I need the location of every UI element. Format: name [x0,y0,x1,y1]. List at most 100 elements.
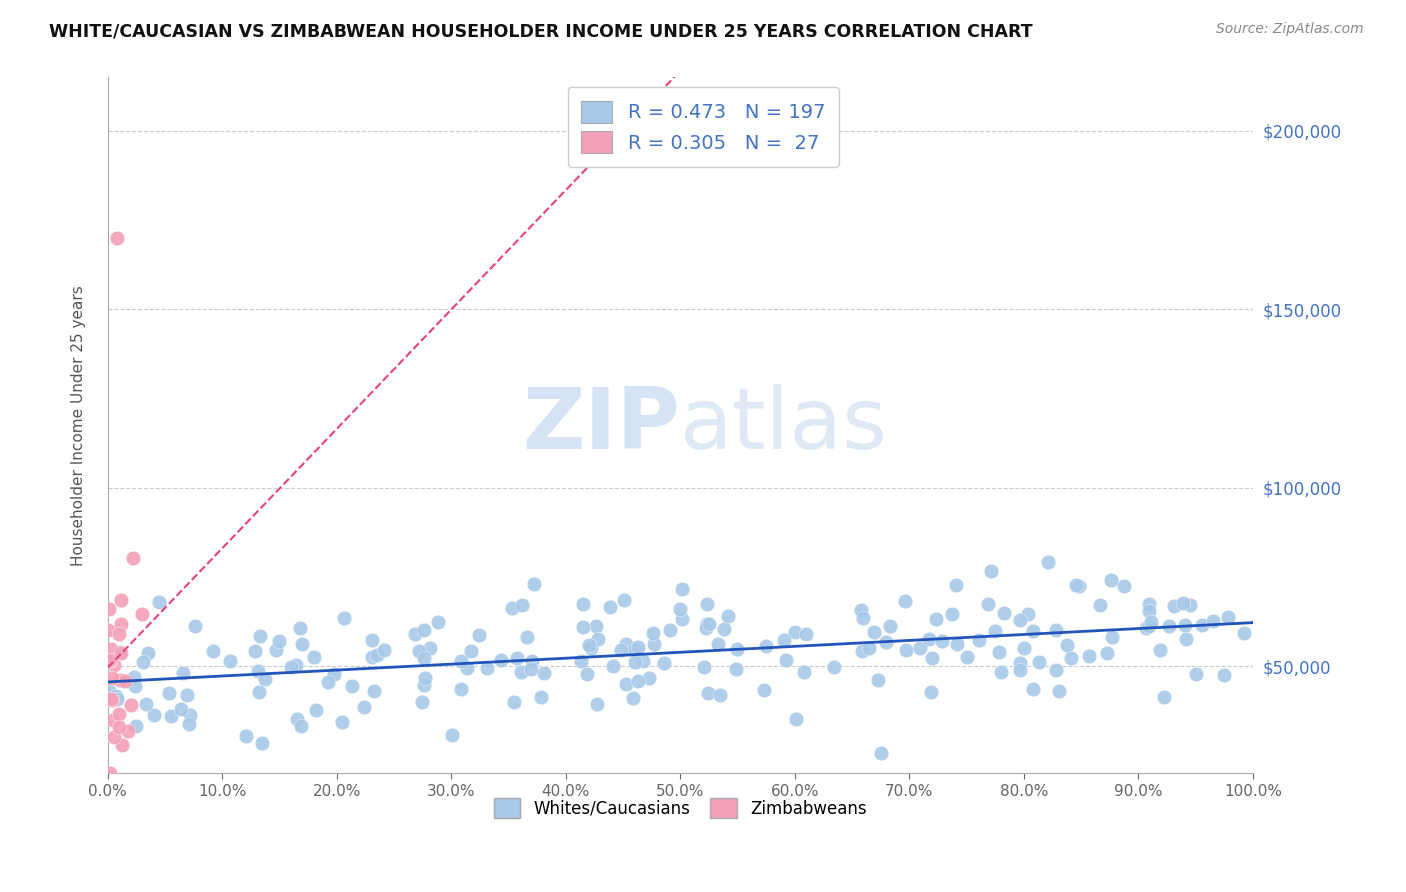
Point [931,633,953,648]
Point [987,645,1010,659]
Point [235,729,257,743]
Point [505,651,527,665]
Point [110,617,132,632]
Point [1088,598,1111,612]
Point [1202,614,1225,628]
Point [516,630,538,644]
Point [105,692,128,706]
Point [1078,648,1101,663]
Point [108,645,131,659]
Point [1175,632,1198,646]
Point [340,680,363,694]
Point [894,594,917,608]
Point [1010,663,1032,677]
Point [333,610,356,624]
Point [693,660,716,674]
Point [316,674,339,689]
Text: Source: ZipAtlas.com: Source: ZipAtlas.com [1216,22,1364,37]
Point [775,653,797,667]
Point [984,624,1007,638]
Point [280,660,302,674]
Point [993,607,1015,621]
Point [520,662,543,676]
Point [658,624,681,638]
Point [695,621,717,635]
Point [920,685,942,699]
Point [977,597,1000,611]
Point [440,728,463,742]
Point [366,648,388,662]
Point [1173,596,1195,610]
Point [103,713,125,727]
Point [510,598,533,612]
Point [724,662,747,676]
Point [460,643,482,657]
Point [131,656,153,670]
Point [925,612,948,626]
Point [243,644,266,658]
Point [879,619,901,633]
Point [869,746,891,760]
Point [100,653,122,667]
Point [98,654,121,668]
Point [1157,619,1180,633]
Point [858,640,880,655]
Point [533,666,555,681]
Point [641,625,664,640]
Point [172,666,194,681]
Point [249,629,271,643]
Point [219,654,242,668]
Point [523,576,546,591]
Point [264,642,287,657]
Point [1099,573,1122,587]
Point [110,738,132,752]
Point [1233,626,1256,640]
Point [419,640,441,655]
Point [669,602,692,616]
Point [1139,597,1161,611]
Point [921,651,943,665]
Point [143,707,166,722]
Point [412,623,434,637]
Point [373,642,395,657]
Point [1163,599,1185,614]
Point [330,714,353,729]
Text: ZIP: ZIP [523,384,681,467]
Point [755,639,778,653]
Point [510,665,533,679]
Point [117,723,139,738]
Point [304,650,326,665]
Point [772,632,794,647]
Point [1112,579,1135,593]
Point [100,691,122,706]
Text: WHITE/CAUCASIAN VS ZIMBABWEAN HOUSEHOLDER INCOME UNDER 25 YEARS CORRELATION CHAR: WHITE/CAUCASIAN VS ZIMBABWEAN HOUSEHOLDE… [49,22,1033,40]
Point [1038,555,1060,569]
Point [290,719,312,733]
Point [477,661,499,675]
Point [572,597,595,611]
Point [696,617,718,632]
Point [569,654,592,668]
Point [1137,603,1160,617]
Point [783,624,806,639]
Point [709,689,731,703]
Point [945,578,967,592]
Point [1174,617,1197,632]
Point [1008,613,1031,627]
Point [121,551,143,566]
Point [1095,646,1118,660]
Point [249,685,271,699]
Point [794,627,817,641]
Point [610,643,633,657]
Point [110,646,132,660]
Point [894,643,917,657]
Point [1022,682,1045,697]
Point [990,665,1012,680]
Point [633,654,655,668]
Point [918,632,941,646]
Point [725,642,748,657]
Point [1191,618,1213,632]
Point [849,603,872,617]
Point [353,700,375,714]
Point [585,619,607,633]
